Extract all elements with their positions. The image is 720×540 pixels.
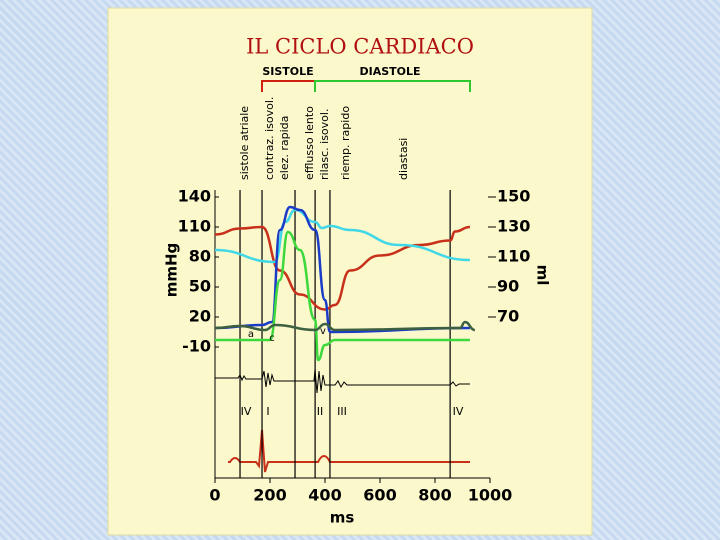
x-axis-label: ms [330, 509, 355, 527]
x-tick-label: 800 [418, 486, 451, 505]
y2-tick-label: 130 [497, 217, 530, 236]
chart-title: IL CICLO CARDIACO [246, 35, 474, 59]
y2-tick-label: 90 [497, 277, 519, 296]
y-tick-label: 110 [178, 217, 211, 236]
y-tick-label: 80 [189, 247, 211, 266]
series-line [214, 225, 471, 311]
systole-label: SISTOLE [262, 65, 313, 78]
x-tick-label: 0 [209, 486, 220, 505]
sound-label: IV [241, 405, 252, 418]
phase-label: contraz. isovol. [263, 97, 276, 180]
sound-label: II [317, 405, 324, 418]
sound-label: III [337, 405, 347, 418]
x-tick-label: 1000 [468, 486, 513, 505]
phase-label: diastasi [397, 138, 410, 180]
x-tick-label: 200 [253, 486, 286, 505]
y2-tick-label: 150 [497, 187, 530, 206]
phase-label: rilasc. isovol. [318, 109, 331, 180]
sound-label: I [266, 405, 269, 418]
y2-tick-label: 70 [497, 307, 519, 326]
y2-axis-label: ml [534, 265, 552, 286]
wave-label: a [248, 329, 254, 340]
series-line [215, 230, 470, 362]
phase-label: sistole atriale [238, 106, 251, 180]
sound-label: IV [453, 405, 464, 418]
x-tick-label: 400 [308, 486, 341, 505]
series-line [214, 205, 470, 334]
phase-label: riemp. rapido [339, 106, 352, 180]
series-line [214, 320, 476, 332]
wave-label: v [320, 326, 326, 337]
y-tick-label: -10 [182, 337, 211, 356]
phase-label: efflusso lento [303, 106, 316, 180]
y-tick-label: 140 [178, 187, 211, 206]
y-tick-label: 20 [189, 307, 211, 326]
series-line [214, 208, 470, 264]
y-tick-label: 50 [189, 277, 211, 296]
wave-label: c [269, 333, 275, 344]
x-tick-label: 600 [363, 486, 396, 505]
y2-tick-label: 110 [497, 247, 530, 266]
diastole-bracket [314, 80, 471, 92]
y-axis-label: mmHg [163, 243, 181, 298]
diastole-label: DIASTOLE [359, 65, 420, 78]
phase-label: elez. rapida [278, 116, 291, 180]
